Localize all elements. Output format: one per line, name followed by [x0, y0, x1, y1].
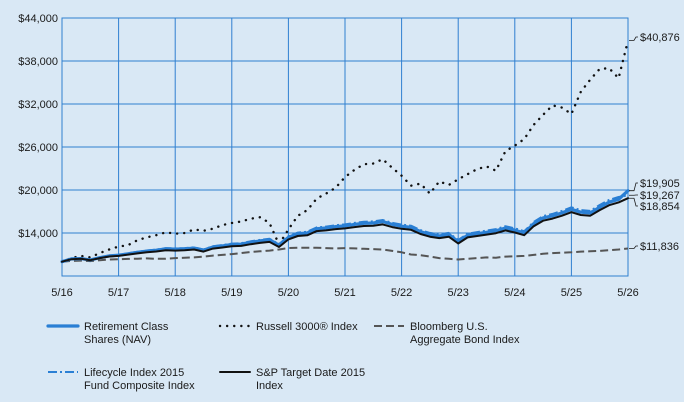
y-tick-label: $32,000	[18, 99, 58, 111]
x-tick-label: 5/17	[108, 287, 129, 299]
y-tick-label: $26,000	[18, 142, 58, 154]
x-tick-label: 5/22	[391, 287, 412, 299]
legend-label-lifecycle: Lifecycle Index 2015	[84, 367, 184, 379]
y-tick-label: $38,000	[18, 56, 58, 68]
legend-label-bloomberg-line2: Aggregate Bond Index	[410, 334, 520, 346]
legend-label-retirement: Retirement Class	[84, 321, 169, 333]
x-tick-label: 5/25	[561, 287, 582, 299]
y-axis-ticks: $14,000 $20,000 $26,000 $32,000 $38,000 $44,0…	[18, 13, 58, 240]
y-tick-label: $44,000	[18, 13, 58, 25]
series-line-sp	[61, 197, 629, 263]
series-line-bloomberg	[61, 246, 629, 263]
series-lines	[60, 39, 630, 264]
grid	[61, 17, 629, 277]
end-label-leader	[629, 197, 638, 207]
x-tick-label: 5/16	[51, 287, 72, 299]
legend-label-bloomberg: Bloomberg U.S.	[410, 321, 488, 333]
series-line-retirement	[60, 189, 630, 264]
end-label-leader	[629, 36, 638, 41]
x-axis-ticks: 5/16 5/17 5/18 5/19 5/20 5/21 5/22 5/23 5/24 5/25…	[51, 287, 638, 299]
legend-label-russell: Russell 3000® Index	[256, 321, 358, 333]
x-tick-label: 5/20	[278, 287, 299, 299]
end-label-bloomberg: $11,836	[640, 241, 679, 253]
x-tick-label: 5/24	[504, 287, 525, 299]
series-line-russell	[60, 39, 630, 263]
legend-label-lifecycle-line2: Fund Composite Index	[84, 380, 195, 392]
end-label-retirement: $19,905	[640, 178, 680, 190]
x-tick-label: 5/19	[221, 287, 242, 299]
end-label-lifecycle: $19,267	[640, 190, 680, 202]
x-tick-label: 5/26	[617, 287, 638, 299]
legend-label-retirement-line2: Shares (NAV)	[84, 334, 151, 346]
y-tick-label: $20,000	[18, 185, 58, 197]
x-tick-label: 5/21	[334, 287, 355, 299]
end-label-leader	[629, 245, 638, 249]
end-label-sp: $18,854	[640, 201, 680, 213]
y-tick-label: $14,000	[18, 228, 58, 240]
legend-label-sp-line2: Index	[256, 380, 283, 392]
end-label-russell: $40,876	[640, 32, 680, 44]
legend-label-sp: S&P Target Date 2015	[256, 367, 365, 379]
x-tick-label: 5/18	[164, 287, 185, 299]
end-labels: $19,905 $40,876 $11,836 $19,267$18,854	[629, 32, 680, 253]
end-label-leader	[629, 182, 638, 192]
x-tick-label: 5/23	[447, 287, 468, 299]
